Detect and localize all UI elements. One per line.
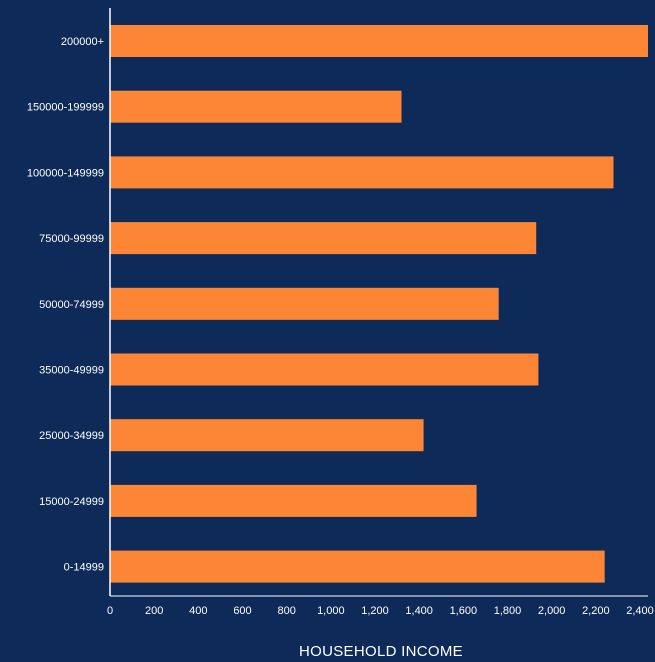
bar-50000-74999	[110, 287, 499, 320]
bars-layer	[110, 25, 648, 583]
x-tick-label: 200	[145, 605, 163, 617]
bar-25000-34999	[110, 419, 424, 452]
bar-15000-24999	[110, 484, 477, 517]
x-tick-label: 800	[277, 605, 295, 617]
category-label: 75000-99999	[39, 233, 104, 245]
bar-150000-199999	[110, 90, 402, 123]
x-tick-label: 1,400	[405, 605, 433, 617]
x-tick-label: 1,200	[361, 605, 389, 617]
x-tick-label: 400	[189, 605, 207, 617]
category-label: 15000-24999	[39, 496, 104, 508]
category-label: 0-14999	[64, 562, 104, 574]
category-label: 50000-74999	[39, 299, 104, 311]
x-tick-label: 2,200	[582, 605, 610, 617]
bar-35000-49999	[110, 353, 539, 386]
x-tick-label: 600	[233, 605, 251, 617]
x-tick-label: 1,600	[450, 605, 478, 617]
bar-0-14999	[110, 550, 605, 583]
bar-75000-99999	[110, 222, 537, 255]
category-label: 150000-199999	[27, 102, 104, 114]
bar-200000+	[110, 25, 648, 57]
x-tick-labels: 0 200 400 600 800 1,000 1,200 1,400 1,600 1,800 2,…	[107, 605, 654, 617]
category-labels: 200000+ 150000-199999 100000-149999 75000-9…	[27, 36, 104, 574]
category-label: 35000-49999	[39, 365, 104, 377]
x-tick-label: 1,000	[317, 605, 345, 617]
category-label: 25000-34999	[39, 430, 104, 442]
bar-100000-149999	[110, 156, 614, 189]
x-tick-label: 2,400	[626, 605, 654, 617]
x-axis-title: HOUSEHOLD INCOME	[299, 643, 463, 660]
category-label: 200000+	[61, 36, 104, 48]
x-tick-label: 0	[107, 605, 113, 617]
x-tick-label: 2,000	[538, 605, 566, 617]
category-label: 100000-149999	[27, 167, 104, 179]
x-tick-label: 1,800	[494, 605, 522, 617]
